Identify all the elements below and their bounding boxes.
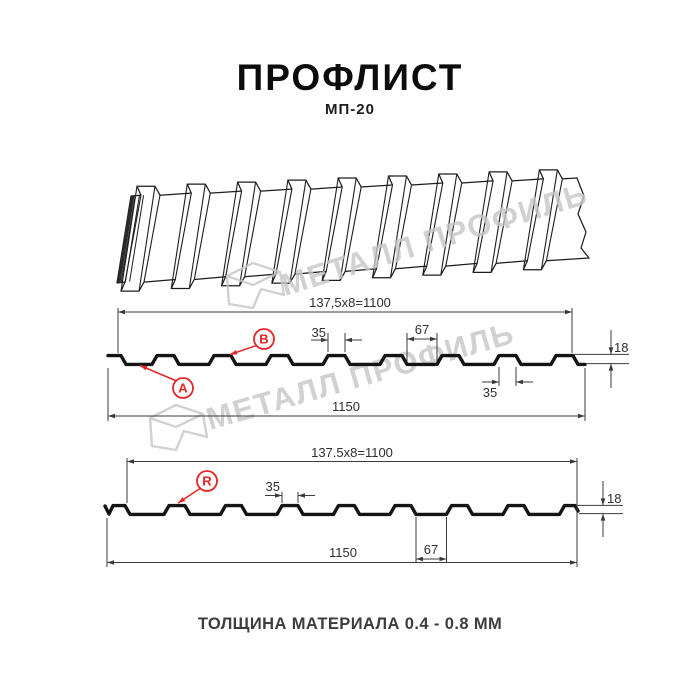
dim-label: 1150 <box>332 399 360 414</box>
profile-outline-top <box>106 353 587 367</box>
profile-sheet-3d-view <box>116 169 590 292</box>
material-thickness-note: ТОЛЩИНА МАТЕРИАЛА 0.4 - 0.8 ММ <box>197 615 503 633</box>
dim-label: A <box>178 381 188 396</box>
dim-valley-top: 67 <box>406 322 438 362</box>
dim-pitch-bottom: 137.5x8=1100 <box>126 445 578 567</box>
dim-label: 18 <box>614 340 628 355</box>
dim-label: R <box>202 474 212 489</box>
dim-label: 137.5x8=1100 <box>311 445 393 460</box>
profile-cross-section-bottom: 137.5x8=1100 35 67 18 1150 R <box>103 445 623 567</box>
watermark-lower: МЕТАЛЛ ПРОФИЛЬ <box>148 315 518 452</box>
profile-cross-section-top: 137,5x8=1100 35 67 35 18 1150 A B <box>106 295 629 421</box>
dim-valley-bottom: 67 <box>415 517 447 563</box>
dim-height-top: 18 <box>574 330 629 388</box>
page-title: ПРОФЛИСТ <box>236 57 464 98</box>
marker-a: A <box>139 364 194 399</box>
dim-label: 35 <box>483 385 497 400</box>
dim-height-bottom: 18 <box>576 481 623 537</box>
dim-label: 67 <box>424 542 438 557</box>
dim-label: B <box>259 332 268 347</box>
dim-label: 1150 <box>329 545 357 560</box>
dim-label: 137,5x8=1100 <box>309 295 391 310</box>
dim-crest-bottom-profile: 35 <box>265 479 315 503</box>
dim-label: 18 <box>607 491 621 506</box>
marker-r: R <box>177 470 218 504</box>
dim-label: 35 <box>312 325 326 340</box>
watermark-logo-ridge <box>149 412 204 429</box>
marker-b: B <box>229 328 275 356</box>
watermark-logo-ridge <box>226 270 281 287</box>
watermark-logo-icon <box>225 261 286 310</box>
dim-crest-top: 35 <box>311 325 362 352</box>
profile-outline-bottom <box>103 503 580 517</box>
sheet-cut-edge <box>117 195 135 283</box>
dim-label: 67 <box>415 322 429 337</box>
watermark-text: МЕТАЛЛ ПРОФИЛЬ <box>202 315 518 437</box>
dim-crest-bottom-side: 35 <box>482 367 533 400</box>
dim-total-top: 1150 <box>107 368 586 421</box>
page-subtitle: МП-20 <box>325 101 375 118</box>
dim-total-bottom: 1150 <box>106 518 577 567</box>
dim-label: 35 <box>266 479 280 494</box>
dim-pitch-top: 137,5x8=1100 <box>117 295 573 353</box>
watermark-logo-icon <box>148 403 209 452</box>
